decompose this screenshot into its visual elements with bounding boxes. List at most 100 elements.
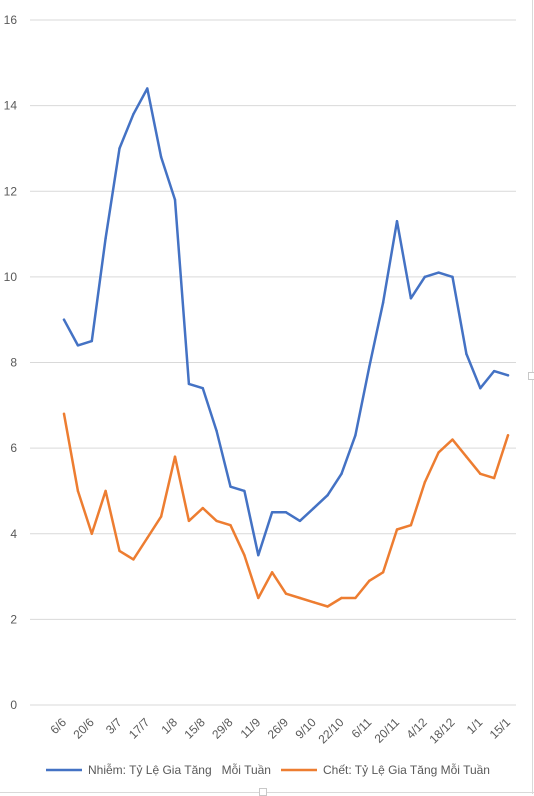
data-point-series-1: [62, 412, 66, 416]
y-axis-tick-labels: 0 2 4 6 8 10 12 14 16: [4, 13, 18, 712]
x-tick-label: 15/1: [487, 715, 514, 742]
series-lines: [62, 87, 510, 608]
data-point-series-0: [118, 147, 121, 150]
x-tick-label: 6/11: [349, 715, 375, 741]
legend-label-deaths: Chết: Tỷ Lệ Gia Tăng Mỗi Tuần: [323, 762, 490, 777]
data-point-series-0: [62, 318, 66, 321]
data-point-series-0: [201, 386, 204, 390]
data-point-series-1: [118, 549, 121, 553]
data-point-series-1: [132, 558, 135, 561]
data-point-series-1: [229, 523, 232, 527]
y-tick-label: 10: [4, 270, 18, 284]
y-tick-label: 16: [4, 13, 18, 27]
x-tick-label: 22/10: [315, 715, 346, 746]
data-point-series-0: [381, 301, 385, 304]
data-point-series-1: [312, 601, 315, 604]
data-point-series-1: [423, 481, 426, 484]
x-tick-label: 6/6: [47, 715, 69, 737]
x-tick-label: 17/7: [126, 715, 153, 742]
data-point-series-0: [340, 472, 343, 476]
y-tick-label: 0: [10, 698, 17, 712]
data-point-series-1: [479, 472, 482, 476]
data-point-series-0: [326, 494, 329, 497]
data-point-series-1: [90, 532, 93, 535]
data-point-series-0: [368, 365, 371, 368]
series-line-1: [62, 412, 510, 608]
data-point-series-1: [298, 596, 302, 600]
data-point-series-1: [215, 519, 218, 523]
data-point-series-0: [506, 374, 510, 377]
data-point-series-1: [381, 571, 385, 574]
y-tick-label: 14: [4, 99, 18, 113]
x-tick-label: 11/9: [238, 715, 264, 741]
data-point-series-0: [395, 220, 399, 223]
data-point-series-0: [451, 275, 454, 279]
data-point-series-1: [395, 528, 399, 531]
x-tick-label: 4/12: [403, 715, 430, 742]
chart-frame-bottom-edge: [0, 792, 534, 793]
y-tick-label: 8: [10, 356, 17, 370]
data-point-series-1: [187, 519, 191, 523]
data-point-series-0: [243, 489, 246, 493]
data-point-series-0: [354, 434, 357, 437]
data-point-series-0: [409, 297, 413, 300]
data-point-series-1: [146, 536, 149, 540]
data-point-series-1: [451, 438, 454, 441]
data-point-series-1: [354, 596, 357, 600]
data-point-series-0: [479, 386, 482, 390]
x-tick-label: 20/6: [70, 715, 97, 742]
data-point-series-0: [270, 511, 274, 514]
data-point-series-1: [76, 489, 80, 493]
data-point-series-0: [159, 155, 163, 159]
data-point-series-1: [326, 605, 329, 608]
data-point-series-1: [173, 455, 177, 458]
gridlines: [30, 19, 516, 706]
x-tick-label: 9/10: [292, 715, 319, 742]
x-tick-label: 26/9: [265, 715, 292, 742]
x-tick-label: 1/8: [158, 715, 180, 737]
legend: Nhiễm: Tỷ Lệ Gia Tăng Mỗi Tuần Chết: Tỷ …: [46, 762, 490, 777]
data-point-series-0: [298, 519, 302, 523]
data-point-series-0: [465, 352, 468, 356]
data-point-series-1: [368, 579, 371, 583]
y-tick-label: 6: [10, 441, 17, 455]
x-tick-label: 29/8: [209, 715, 236, 742]
data-point-series-0: [104, 237, 107, 240]
data-point-series-1: [409, 523, 413, 527]
data-point-series-0: [146, 87, 149, 90]
data-point-series-0: [423, 275, 426, 279]
data-point-series-0: [284, 511, 288, 514]
chart-frame-right-edge: [532, 0, 533, 794]
data-point-series-1: [104, 489, 107, 493]
data-point-series-0: [173, 198, 177, 202]
data-point-series-1: [492, 476, 496, 480]
y-tick-label: 12: [4, 184, 18, 198]
y-tick-label: 4: [10, 527, 17, 541]
x-tick-label: 15/8: [181, 715, 208, 742]
data-point-series-0: [312, 506, 315, 510]
data-point-series-0: [187, 382, 191, 386]
data-point-series-1: [201, 506, 204, 510]
data-point-series-1: [270, 571, 274, 574]
data-point-series-1: [284, 592, 288, 595]
data-point-series-1: [257, 596, 260, 600]
data-point-series-1: [437, 451, 440, 454]
data-point-series-0: [257, 553, 260, 557]
data-point-series-0: [437, 271, 440, 274]
data-point-series-1: [465, 455, 468, 458]
x-tick-label: 1/1: [464, 715, 486, 737]
series-line-0: [62, 87, 510, 557]
data-point-series-1: [243, 553, 246, 557]
data-point-series-0: [215, 429, 218, 433]
data-point-series-0: [132, 112, 135, 116]
data-point-series-1: [159, 515, 163, 518]
resize-handle-right[interactable]: [528, 372, 534, 380]
x-tick-label: 18/12: [426, 715, 457, 746]
data-point-series-0: [90, 339, 93, 343]
x-tick-label: 20/11: [372, 715, 403, 746]
x-axis-tick-labels: 6/6 20/6 3/7 17/7 1/8 15/8 29/8 11/9 26/9 9/1022/…: [47, 715, 513, 746]
data-point-series-1: [340, 596, 343, 600]
y-tick-label: 2: [10, 612, 17, 626]
data-point-series-1: [506, 434, 510, 437]
x-tick-label: 3/7: [103, 715, 125, 737]
